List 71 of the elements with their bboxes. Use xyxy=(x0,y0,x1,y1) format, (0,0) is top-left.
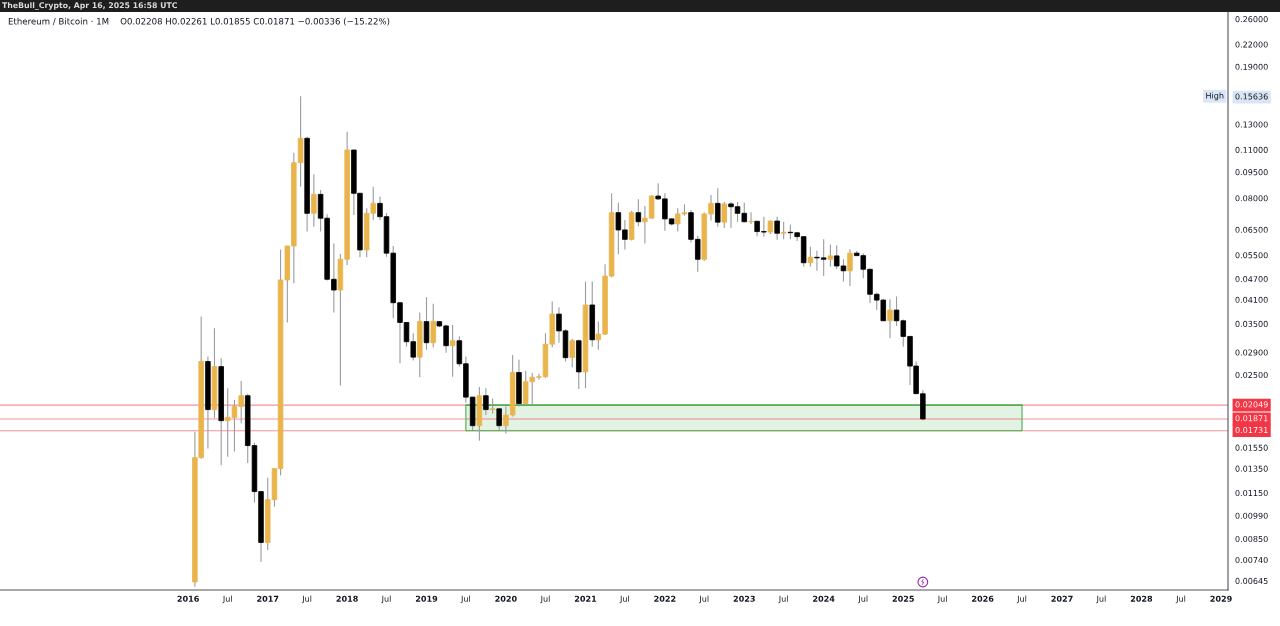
y-tick-label: 0.00740 xyxy=(1235,556,1268,564)
x-tick-label: 2021 xyxy=(574,595,597,602)
x-tick-label: Jul xyxy=(778,595,788,604)
y-tick-label: 0.01550 xyxy=(1235,444,1268,451)
candlestick xyxy=(774,216,780,241)
y-tick-label: 0.03500 xyxy=(1235,320,1268,327)
y-tick-label: 0.00645 xyxy=(1235,577,1268,584)
y-tick-label: 0.08000 xyxy=(1235,195,1268,202)
y-tick-label: 0.04700 xyxy=(1235,276,1268,283)
x-tick-label: Jul xyxy=(1096,595,1106,604)
x-tick-label: 2017 xyxy=(257,595,279,602)
x-tick-label: 2027 xyxy=(1051,595,1073,602)
x-tick-label: 2018 xyxy=(336,595,358,602)
x-tick-label: Jul xyxy=(698,595,709,604)
x-tick-label: 2029 xyxy=(1210,595,1232,602)
ref-line-label: 0.01871 xyxy=(1235,415,1268,422)
text: Ethereum / Bitcoin · 1M xyxy=(8,17,109,26)
x-tick-label: Jul xyxy=(1175,595,1186,604)
y-tick-label: 0.00850 xyxy=(1235,535,1268,543)
x-tick-label: 2023 xyxy=(733,595,755,602)
candlestick xyxy=(827,243,834,268)
text: O0.02208 H0.02261 L0.01855 C0.01871 −0.00336 (−15.22%) xyxy=(120,17,390,26)
x-tick-label: Jul xyxy=(222,595,232,604)
x-tick-label: 2016 xyxy=(177,595,199,602)
x-tick-label: Jul xyxy=(619,595,629,604)
candlestick xyxy=(430,303,436,348)
x-tick-label: 2019 xyxy=(415,595,438,602)
x-tick-label: 2024 xyxy=(813,595,835,602)
candlestick xyxy=(496,408,502,431)
y-tick-label: 0.13000 xyxy=(1235,121,1268,128)
candlestick xyxy=(715,187,721,228)
x-tick-label: 2020 xyxy=(495,595,517,602)
x-tick-label: Jul xyxy=(460,595,470,604)
x-tick-label: Jul xyxy=(540,595,550,604)
y-tick-label: 0.26000 xyxy=(1235,16,1268,23)
x-tick-label: 2025 xyxy=(892,595,914,602)
x-tick-label: Jul xyxy=(1016,595,1027,604)
ref-line-label: 0.01731 xyxy=(1235,427,1268,434)
annotation: High xyxy=(1206,92,1224,101)
candlestick xyxy=(483,387,489,416)
x-tick-label: Jul xyxy=(381,595,391,604)
candlestick xyxy=(635,198,642,227)
y-tick-label: 0.02900 xyxy=(1235,349,1268,356)
candlestick xyxy=(847,248,853,287)
y-tick-label: 0.01350 xyxy=(1235,465,1268,472)
y-tick-label: 0.19000 xyxy=(1235,63,1268,70)
candlestick xyxy=(569,338,575,368)
y-tick-label: 0.01150 xyxy=(1235,489,1268,497)
candlestick xyxy=(311,173,317,228)
x-tick-label: Jul xyxy=(301,595,312,604)
x-tick-label: 2026 xyxy=(972,595,994,602)
y-tick-label: 0.22000 xyxy=(1235,41,1268,48)
x-tick-label: 2022 xyxy=(654,595,676,602)
candlestick xyxy=(721,201,728,229)
candlestick xyxy=(807,246,814,268)
x-tick-label: 2028 xyxy=(1130,595,1153,602)
x-tick-label: Jul xyxy=(857,595,868,604)
candlestick xyxy=(423,296,430,351)
y-tick-label: 0.09500 xyxy=(1235,169,1268,176)
y-tick-label: 0.15636 xyxy=(1235,93,1268,100)
y-tick-label: 0.02500 xyxy=(1235,371,1268,379)
ref-line-label: 0.02049 xyxy=(1235,401,1268,408)
candlestick xyxy=(887,298,893,339)
y-tick-label: 0.04100 xyxy=(1235,296,1268,303)
y-tick-label: 0.06500 xyxy=(1235,226,1268,233)
y-tick-label: 0.00990 xyxy=(1235,512,1268,519)
y-tick-label: 0.11000 xyxy=(1235,146,1268,153)
candlestick xyxy=(748,211,754,225)
y-tick-label: 0.05500 xyxy=(1235,252,1268,259)
candlestick xyxy=(449,324,456,378)
x-tick-label: Jul xyxy=(937,595,947,604)
